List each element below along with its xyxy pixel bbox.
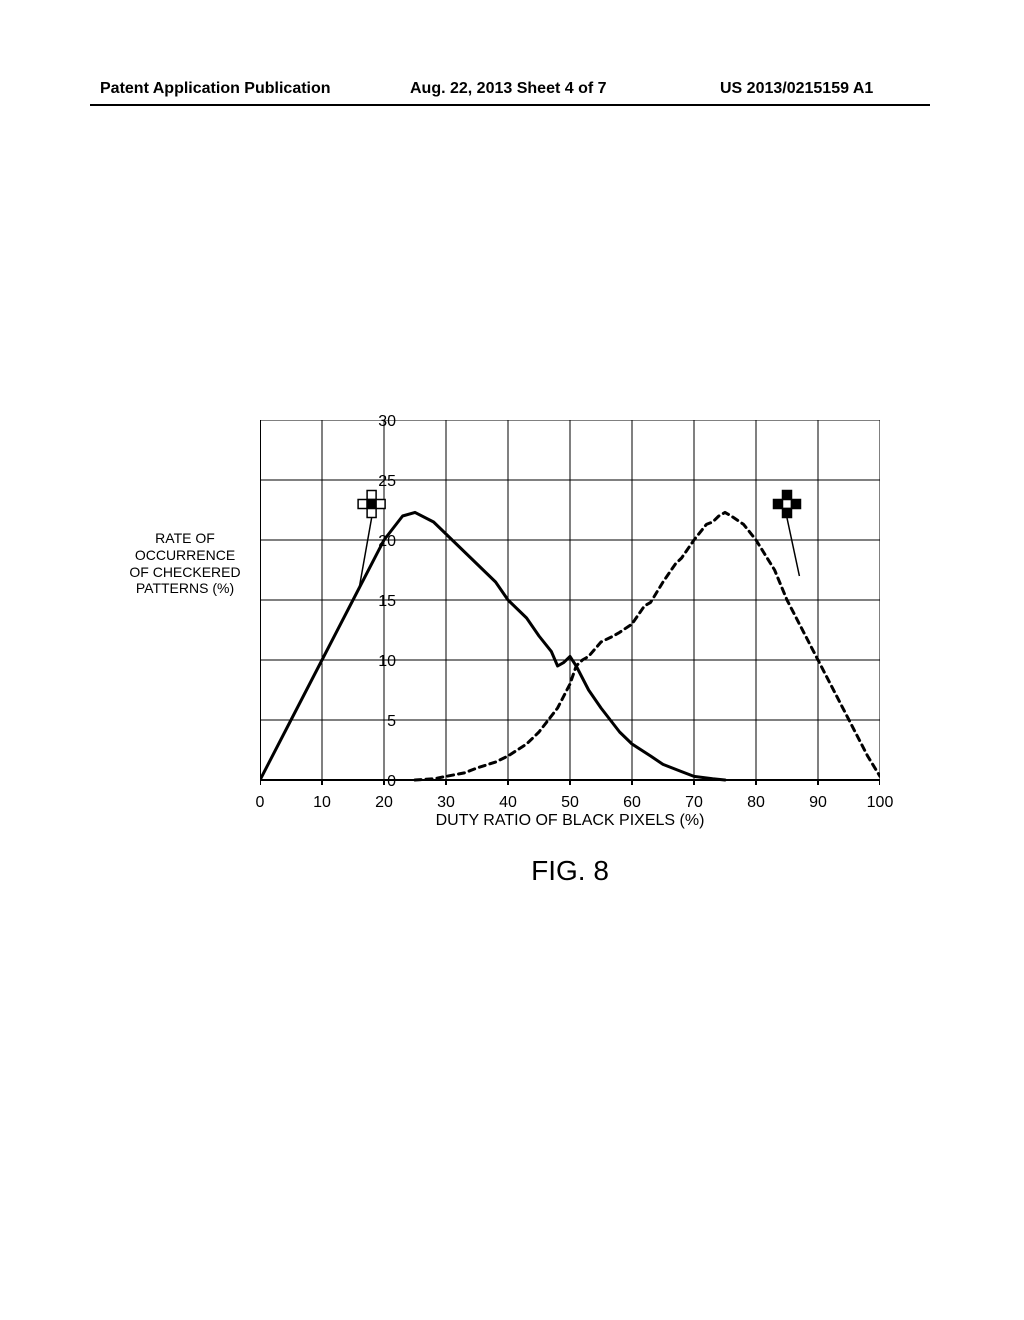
xtick-100: 100 — [860, 794, 900, 812]
xtick-70: 70 — [674, 794, 714, 812]
header-right: US 2013/0215159 A1 — [720, 80, 873, 98]
header-center: Aug. 22, 2013 Sheet 4 of 7 — [410, 80, 607, 98]
pointer-dashed — [787, 518, 799, 576]
xtick-40: 40 — [488, 794, 528, 812]
figure-label: FIG. 8 — [260, 855, 880, 887]
y-axis-title: RATE OF OCCURRENCE OF CHECKERED PATTERNS… — [115, 530, 255, 597]
chart-plot-area — [260, 420, 880, 790]
xtick-50: 50 — [550, 794, 590, 812]
xtick-0: 0 — [240, 794, 280, 812]
xtick-20: 20 — [364, 794, 404, 812]
series-solid-line — [260, 512, 725, 780]
xtick-60: 60 — [612, 794, 652, 812]
header-left: Patent Application Publication — [100, 80, 331, 98]
header-rule — [90, 104, 930, 106]
xtick-80: 80 — [736, 794, 776, 812]
legend-icon-white-center — [358, 491, 385, 518]
xtick-10: 10 — [302, 794, 342, 812]
xtick-30: 30 — [426, 794, 466, 812]
xtick-90: 90 — [798, 794, 838, 812]
chart-svg — [260, 420, 880, 790]
legend-icon-black-center — [774, 491, 801, 518]
series-dashed-line — [415, 512, 880, 780]
x-axis-title: DUTY RATIO OF BLACK PIXELS (%) — [260, 812, 880, 830]
